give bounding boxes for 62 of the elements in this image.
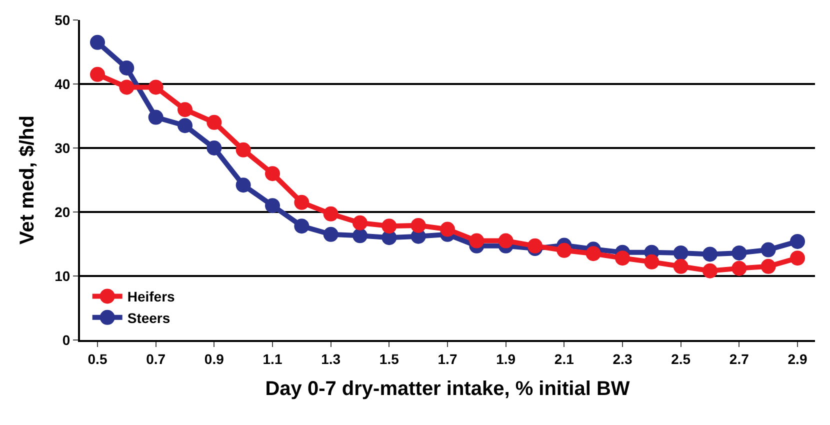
- point: [498, 233, 514, 248]
- point: [294, 218, 310, 234]
- x-tick-label: 0.5: [88, 350, 108, 367]
- x-tick-label: 1.9: [496, 350, 516, 367]
- point: [294, 194, 310, 210]
- y-tick-label: 40: [54, 76, 70, 92]
- x-axis-title: Day 0-7 dry-matter intake, % initial BW: [265, 378, 630, 400]
- x-tick-label: 0.9: [204, 350, 224, 367]
- point: [148, 110, 164, 125]
- legend-label: Steers: [127, 310, 170, 326]
- y-tick-label: 10: [54, 268, 70, 284]
- x-tick-label: 2.9: [788, 350, 808, 367]
- y-tick-label: 50: [54, 12, 70, 28]
- x-tick-label: 1.1: [262, 350, 282, 367]
- point: [148, 80, 164, 95]
- x-tick-label: 1.5: [379, 350, 400, 367]
- point: [732, 260, 747, 276]
- point: [673, 258, 688, 274]
- point: [236, 142, 251, 158]
- point: [410, 218, 426, 233]
- x-tick-label: 1.7: [438, 350, 458, 367]
- point: [469, 233, 484, 248]
- x-tick-label: 2.1: [554, 350, 574, 367]
- x-tick-label: 2.7: [729, 350, 750, 367]
- y-tick-label: 20: [54, 204, 70, 220]
- point: [673, 245, 688, 260]
- point: [732, 245, 747, 260]
- x-tick-label: 2.5: [671, 350, 691, 367]
- point: [760, 258, 776, 274]
- legend-label: Heifers: [127, 288, 176, 305]
- y-axis-title: Vet med, $/hd: [16, 116, 39, 244]
- point: [236, 178, 251, 193]
- point: [206, 114, 222, 130]
- y-tick-label: 0: [62, 332, 70, 348]
- point: [760, 242, 776, 258]
- y-tick-label: 30: [54, 140, 70, 156]
- point: [644, 254, 660, 270]
- point: [90, 66, 105, 82]
- point: [206, 140, 222, 156]
- point: [119, 60, 134, 76]
- point: [615, 250, 630, 266]
- point: [382, 218, 397, 234]
- point: [178, 102, 192, 118]
- point: [556, 242, 572, 258]
- point: [352, 215, 368, 230]
- point: [440, 222, 455, 237]
- point: [90, 34, 105, 50]
- point: [178, 118, 192, 134]
- x-tick-label: 0.7: [146, 350, 166, 367]
- point: [265, 166, 280, 182]
- x-tick-label: 2.3: [612, 350, 632, 367]
- point: [323, 226, 338, 242]
- point: [265, 198, 280, 214]
- point: [352, 228, 368, 244]
- point: [790, 234, 805, 249]
- point: [119, 80, 134, 95]
- x-tick-label: 1.3: [321, 350, 341, 367]
- point: [702, 263, 718, 278]
- point: [586, 246, 601, 262]
- point: [790, 250, 805, 266]
- point: [702, 246, 718, 262]
- point: [323, 206, 338, 222]
